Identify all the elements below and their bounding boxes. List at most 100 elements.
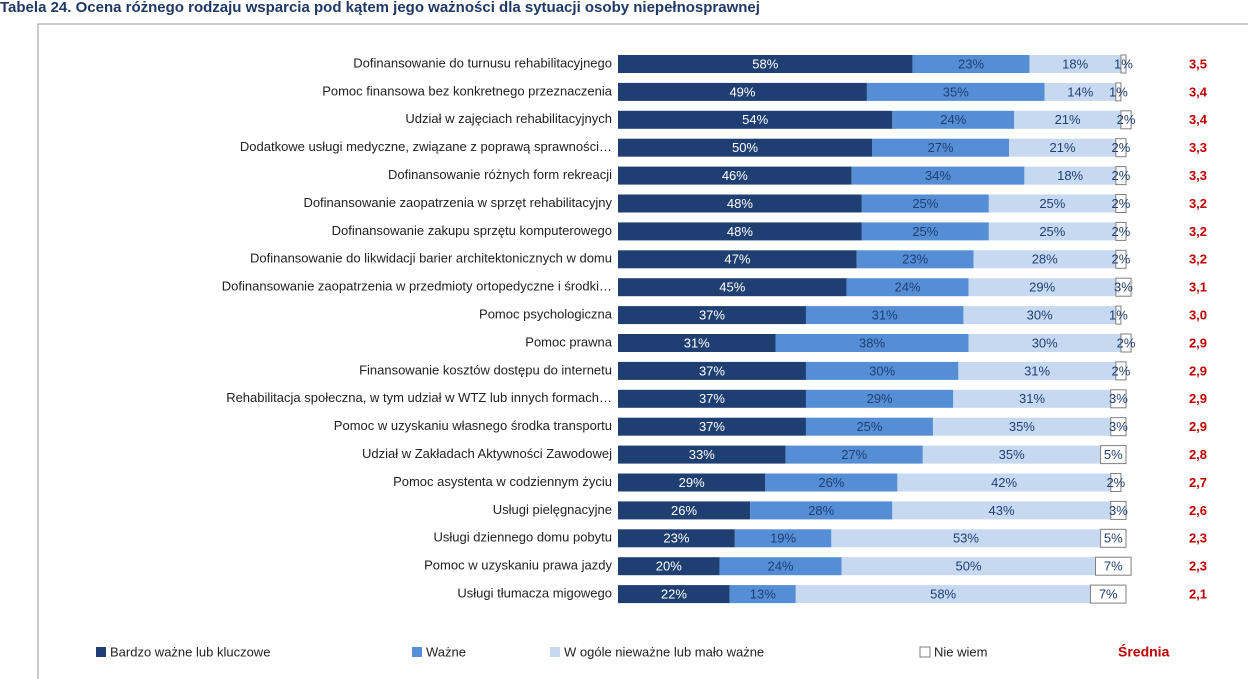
bar-segment — [1014, 110, 1121, 129]
data-label: 7% — [1099, 587, 1118, 602]
data-label: 13% — [750, 587, 776, 602]
chart-title: Tabela 24. Ocena różnego rodzaju wsparci… — [0, 0, 760, 16]
data-label: 23% — [958, 56, 984, 71]
bar-segment — [805, 389, 954, 408]
average-label: 2,9 — [1189, 335, 1207, 350]
bar-segment — [1115, 138, 1127, 158]
data-label: 26% — [671, 503, 697, 518]
data-label: 18% — [1062, 56, 1088, 71]
bar-segment — [618, 166, 852, 185]
data-label: 58% — [930, 587, 956, 602]
bar-segment — [618, 194, 862, 213]
average-label: 2,9 — [1189, 391, 1207, 406]
average-label: 3,2 — [1189, 252, 1207, 267]
data-label: 19% — [770, 531, 796, 546]
average-label: 2,6 — [1189, 503, 1207, 518]
data-label: 43% — [989, 503, 1015, 518]
legend-swatch — [919, 646, 931, 658]
data-label: 24% — [895, 280, 921, 295]
category-label: Dofinansowanie do likwidacji barier arch… — [250, 251, 612, 266]
data-label: 3% — [1109, 503, 1128, 518]
data-label: 25% — [856, 419, 882, 434]
data-label: 2% — [1117, 112, 1136, 127]
data-label: 25% — [1039, 224, 1065, 239]
bar-segment — [866, 82, 1045, 101]
bar-segment — [1110, 500, 1127, 520]
bar-segment — [1100, 528, 1127, 548]
data-label: 18% — [1057, 168, 1083, 183]
category-label: Usługi tłumacza migowego — [457, 586, 612, 601]
average-label: 2,9 — [1189, 363, 1207, 378]
bar-segment — [785, 445, 923, 464]
data-label: 3% — [1109, 391, 1128, 406]
legend-label: W ogóle nieważne lub mało ważne — [564, 644, 764, 659]
data-label: 3% — [1109, 419, 1128, 434]
bar-segment — [1095, 556, 1132, 576]
data-label: 58% — [752, 56, 778, 71]
average-label: 3,5 — [1189, 56, 1207, 71]
data-label: 5% — [1104, 531, 1123, 546]
data-label: 31% — [1024, 363, 1050, 378]
category-label: Udział w zajęciach rehabilitacyjnych — [405, 111, 612, 126]
data-label: 37% — [699, 308, 725, 323]
bar-segment — [892, 501, 1111, 520]
data-label: 37% — [699, 419, 725, 434]
bar-segment — [922, 445, 1101, 464]
data-label: 33% — [689, 447, 715, 462]
data-label: 29% — [867, 391, 893, 406]
data-label: 37% — [699, 363, 725, 378]
data-label: 25% — [912, 196, 938, 211]
category-label: Dofinansowanie do turnusu rehabilitacyjn… — [353, 55, 612, 70]
data-label: 27% — [841, 447, 867, 462]
data-label: 54% — [742, 112, 768, 127]
bar-segment — [805, 361, 959, 380]
bar-segment — [1089, 584, 1127, 604]
bar-segment — [1115, 221, 1127, 241]
frame — [37, 23, 1248, 679]
bar-segment — [831, 529, 1101, 548]
bar-segment — [1115, 277, 1132, 297]
data-label: 5% — [1104, 447, 1123, 462]
average-label: 2,7 — [1189, 475, 1207, 490]
bar-segment — [618, 585, 730, 604]
bar-segment — [963, 306, 1116, 325]
category-label: Finansowanie kosztów dostępu do internet… — [359, 362, 612, 377]
bar-segment — [1115, 166, 1127, 186]
category-label: Dodatkowe usługi medyczne, związane z po… — [240, 139, 612, 154]
bar-segment — [1115, 361, 1127, 381]
data-label: 30% — [869, 363, 895, 378]
bar-segment — [765, 473, 898, 492]
data-label: 29% — [679, 475, 705, 490]
average-label: 3,4 — [1189, 84, 1208, 99]
bar-segment — [1115, 194, 1127, 213]
category-label: Pomoc finansowa bez konkretnego przeznac… — [322, 83, 613, 98]
data-label: 3% — [1114, 280, 1133, 295]
data-label: 25% — [1039, 196, 1065, 211]
data-label: 2% — [1112, 140, 1131, 155]
bar-segment — [861, 194, 989, 213]
data-label: 22% — [661, 587, 687, 602]
data-label: 50% — [956, 559, 982, 574]
category-label: Usługi dziennego domu pobytu — [433, 530, 612, 545]
data-label: 27% — [928, 140, 954, 155]
data-label: 2% — [1112, 363, 1131, 378]
average-label: 3,0 — [1189, 308, 1207, 323]
bar-segment — [618, 110, 893, 129]
data-label: 26% — [818, 475, 844, 490]
bar-segment — [618, 445, 786, 464]
bar-segment — [841, 557, 1096, 576]
bar-segment — [988, 194, 1116, 213]
bar-segment — [1115, 249, 1127, 269]
category-label: Pomoc psychologiczna — [479, 307, 613, 322]
data-label: 7% — [1104, 559, 1123, 574]
data-label: 28% — [808, 503, 834, 518]
data-label: 20% — [656, 559, 682, 574]
bar-segment — [958, 361, 1116, 380]
data-label: 49% — [729, 84, 755, 99]
bar-segment — [1115, 305, 1122, 325]
legend-label: Średnia — [1118, 643, 1170, 660]
bar-segment — [1115, 82, 1122, 102]
average-label: 3,4 — [1189, 112, 1208, 127]
average-label: 3,3 — [1189, 168, 1207, 183]
bar-segment — [1110, 417, 1127, 437]
